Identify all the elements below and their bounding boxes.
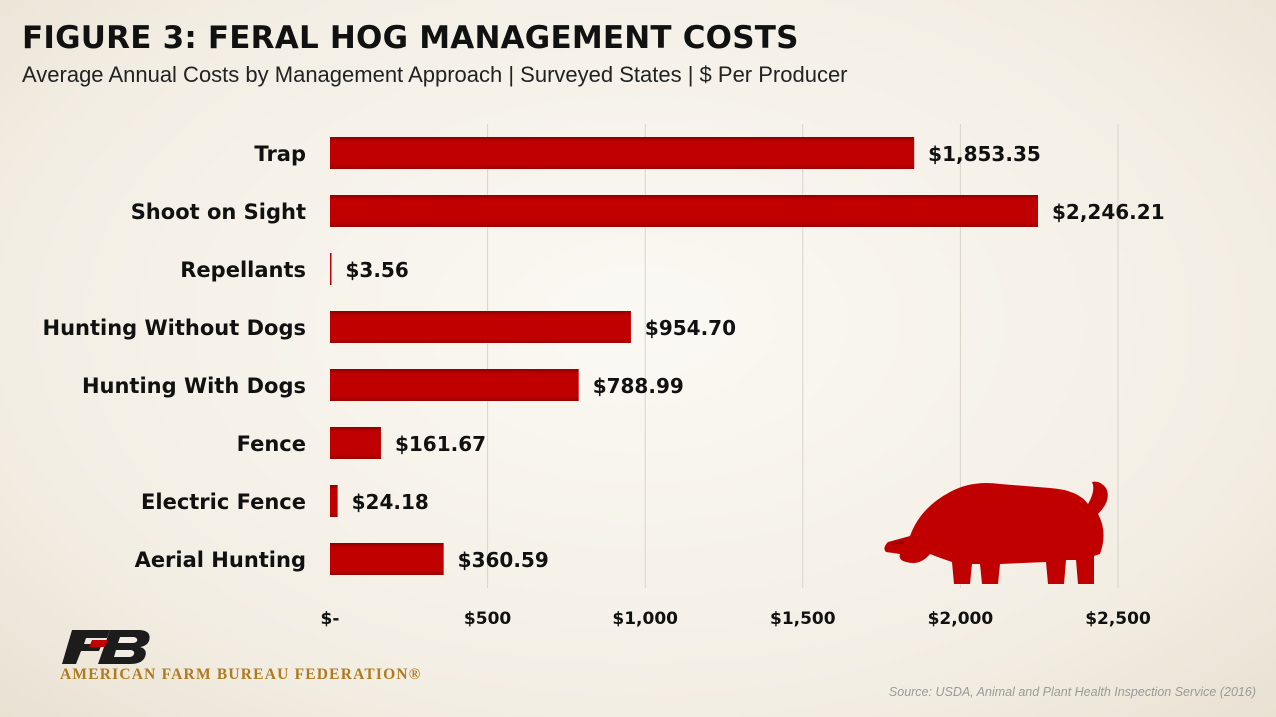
organization-name: AMERICAN FARM BUREAU FEDERATION® [60, 666, 422, 683]
category-label: Repellants [180, 258, 306, 282]
data-label: $161.67 [395, 432, 486, 456]
bar [330, 543, 444, 575]
data-label: $1,853.35 [928, 142, 1041, 166]
x-tick-label: $1,000 [612, 609, 678, 629]
bars [330, 137, 1039, 575]
bar [330, 137, 915, 169]
data-label: $24.18 [352, 490, 429, 514]
category-label: Aerial Hunting [135, 548, 306, 572]
farm-bureau-logo-icon [62, 630, 150, 664]
bar [330, 485, 338, 517]
bar [330, 369, 579, 401]
category-label: Hunting With Dogs [82, 374, 306, 398]
chart-subtitle: Average Annual Costs by Management Appro… [22, 62, 848, 87]
data-label: $360.59 [458, 548, 549, 572]
x-tick-label: $- [321, 609, 340, 629]
category-label: Shoot on Sight [131, 200, 306, 224]
bar [330, 311, 631, 343]
bar [330, 253, 332, 285]
category-label: Hunting Without Dogs [43, 316, 306, 340]
x-tick-label: $1,500 [770, 609, 836, 629]
bar [330, 427, 381, 459]
x-tick-label: $500 [464, 609, 511, 629]
x-tick-label: $2,000 [928, 609, 994, 629]
x-tick-label: $2,500 [1085, 609, 1151, 629]
chart-title: FIGURE 3: FERAL HOG MANAGEMENT COSTS [22, 20, 799, 56]
category-label: Trap [254, 142, 306, 166]
bar [330, 195, 1039, 227]
source-note: Source: USDA, Animal and Plant Health In… [888, 685, 1256, 699]
pig-silhouette-icon [884, 481, 1108, 584]
data-label: $3.56 [346, 258, 409, 282]
data-label: $954.70 [645, 316, 736, 340]
category-label: Electric Fence [141, 490, 306, 514]
category-label: Fence [237, 432, 306, 456]
data-label: $788.99 [593, 374, 684, 398]
data-label: $2,246.21 [1052, 200, 1165, 224]
labels: $- $500 $1,000 $1,500 $2,000 $2,500 Trap $1,853… [43, 142, 1165, 629]
